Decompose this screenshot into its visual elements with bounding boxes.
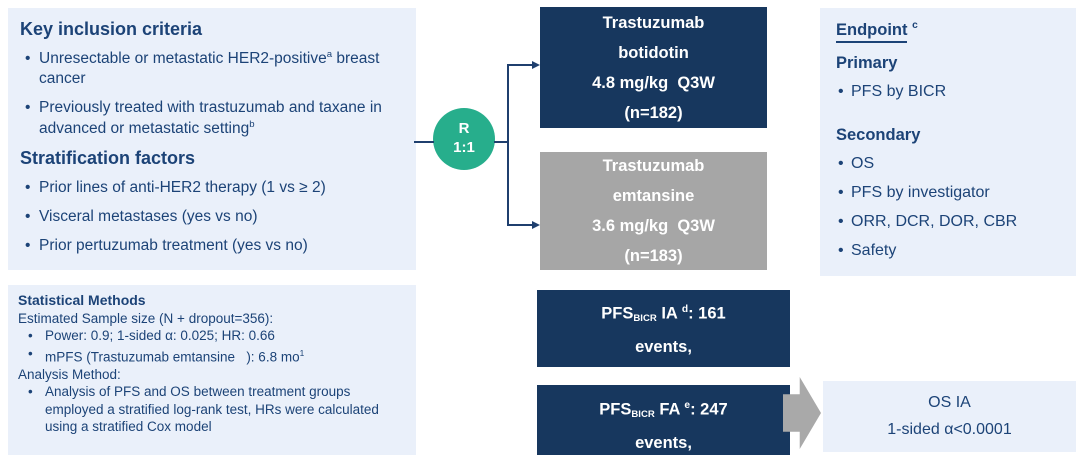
arm2-drug-line2: emtansine: [612, 187, 695, 205]
pfs-fa-mid: FA: [654, 400, 685, 419]
arm1-drug-line2: botidotin: [618, 44, 689, 62]
randomization-circle: R 1:1: [433, 108, 495, 170]
endpoints-title-text: Endpoint: [836, 21, 908, 43]
arm1-drug-line1: Trastuzumab: [602, 14, 705, 32]
spacer: [836, 110, 1060, 126]
arm2-drug-line1: Trastuzumab: [602, 157, 705, 175]
arm2-dose: 3.6 mg/kg Q3W: [592, 217, 715, 235]
primary-endpoint-item: PFS by BICR: [836, 82, 1060, 103]
inclusion-bullet-1-rest: breast cancer: [39, 50, 380, 88]
pfs-ia-prefix: PFS: [601, 304, 634, 323]
footnote-marker-a: a: [326, 49, 333, 60]
pfs-fa-subscript-bicr: BICR: [631, 408, 655, 420]
statistical-methods-panel: Statistical Methods Estimated Sample siz…: [8, 285, 416, 455]
arm-trastuzumab-emtansine-box: Trastuzumab emtansine 3.6 mg/kg Q3W (n=1…: [540, 152, 767, 270]
inclusion-title: Key inclusion criteria: [20, 19, 203, 39]
footnote-marker-b: b: [249, 118, 255, 130]
inclusion-bullet-1-text: Unresectable or metastatic HER2-positive: [39, 50, 327, 68]
os-ia-line1: OS IA: [928, 394, 971, 411]
inclusion-bullet-2: Previously treated with trastuzumab and …: [20, 98, 404, 138]
secondary-endpoints-label: Secondary: [836, 126, 921, 145]
stratification-bullet-1: Prior lines of anti-HER2 therapy (1 vs ≥…: [20, 178, 404, 198]
pfs-ia-mid: IA: [656, 304, 682, 323]
stats-bullet-mpfs-text: mPFS (Trastuzumab emtansine ): 6.8 mo: [45, 349, 300, 364]
arm-trastuzumab-botidotin-box: Trastuzumab botidotin 4.8 mg/kg Q3W (n=1…: [540, 7, 767, 128]
pfs-ia-line2: events,: [635, 337, 692, 356]
connector-line-right: [494, 141, 509, 143]
connector-line-vertical: [507, 64, 509, 226]
arm1-n: (n=182): [624, 104, 683, 122]
stratification-bullet-2: Visceral metastases (yes vs no): [20, 207, 404, 227]
stats-bullet-analysis: Analysis of PFS and OS between treatment…: [18, 383, 406, 436]
connector-line-left: [414, 141, 434, 143]
randomization-ratio: 1:1: [453, 139, 475, 156]
secondary-endpoint-item-orr: ORR, DCR, DOR, CBR: [836, 212, 1060, 233]
pfs-fa-line1: PFSBICR FA e: 247: [537, 392, 790, 429]
pfs-fa-events-count: : 247: [690, 400, 728, 419]
footnote-marker-c: c: [912, 20, 918, 31]
pfs-ia-line1: PFSBICR IA d: 161: [537, 295, 790, 333]
os-interim-analysis-box: OS IA 1-sided α<0.0001: [823, 381, 1076, 452]
os-ia-alpha-line: 1-sided α<0.0001: [887, 421, 1012, 438]
pfs-ia-alpha-line: 1-sided α<0.0251: [537, 362, 790, 368]
endpoints-panel: Endpoint c Primary PFS by BICR Secondary…: [820, 8, 1076, 276]
pfs-interim-analysis-box: PFSBICR IA d: 161 events, 1-sided α<0.02…: [537, 290, 790, 367]
inclusion-bullet-1: Unresectable or metastatic HER2-positive…: [20, 49, 404, 89]
inclusion-bullet-2-text: Previously treated with trastuzumab and …: [39, 99, 382, 137]
stats-title: Statistical Methods: [18, 292, 146, 308]
randomization-letter: R: [458, 120, 470, 138]
primary-endpoints-label: Primary: [836, 53, 898, 72]
stats-bullet-mpfs: mPFS (Trastuzumab emtansine ): 6.8 mo1: [18, 345, 406, 366]
arm1-dose: 4.8 mg/kg Q3W: [592, 74, 715, 92]
arm2-n: (n=183): [624, 247, 683, 265]
pfs-fa-prefix: PFS: [599, 400, 632, 419]
secondary-endpoint-item-os: OS: [836, 154, 1060, 175]
reference-marker-1: 1: [299, 347, 305, 358]
pfs-fa-line2: events,: [635, 433, 692, 452]
inclusion-criteria-panel: Key inclusion criteria Unresectable or m…: [8, 8, 416, 270]
footnote-marker-d: d: [681, 304, 689, 315]
endpoints-title: Endpoint c: [836, 20, 1060, 43]
footnote-marker-e: e: [684, 400, 691, 411]
stats-bullet-power: Power: 0.9; 1-sided α: 0.025; HR: 0.66: [18, 327, 406, 345]
stratification-bullet-3: Prior pertuzumab treatment (yes vs no): [20, 236, 404, 256]
connector-line-to-arm2: [507, 224, 533, 226]
pfs-final-analysis-box: PFSBICR FA e: 247 events,: [537, 385, 790, 455]
connector-line-to-arm1: [507, 64, 533, 66]
secondary-endpoint-item-safety: Safety: [836, 241, 1060, 262]
stats-analysis-method-line: Analysis Method:: [18, 366, 121, 382]
secondary-endpoint-item-pfs-inv: PFS by investigator: [836, 183, 1060, 204]
arrowhead-arm2-icon: [532, 220, 540, 229]
arrowhead-arm1-icon: [532, 60, 540, 69]
stats-sample-size-line: Estimated Sample size (N + dropout=356):: [18, 310, 274, 326]
stratification-title: Stratification factors: [20, 147, 196, 168]
pfs-ia-events-count: : 161: [688, 304, 726, 323]
pfs-ia-subscript-bicr: BICR: [633, 312, 657, 324]
